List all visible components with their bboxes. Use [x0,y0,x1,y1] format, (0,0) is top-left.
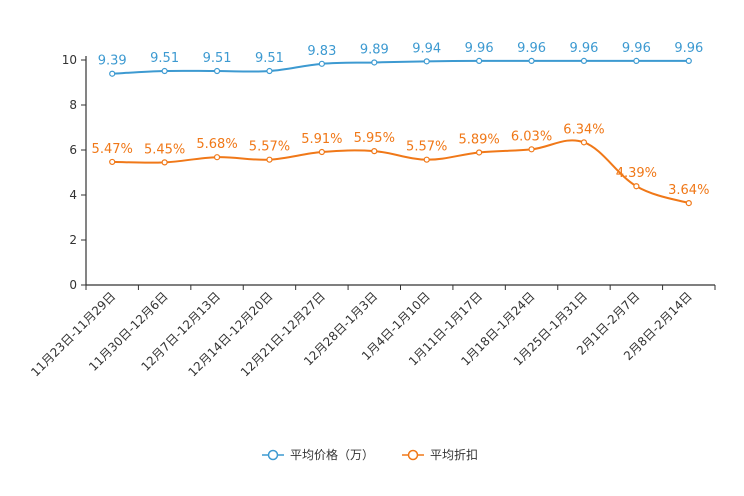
data-point[interactable] [213,67,221,75]
data-point[interactable] [266,67,273,75]
data-point[interactable] [528,57,535,65]
data-point[interactable] [633,183,640,190]
data-point[interactable] [423,156,430,163]
legend-item-1[interactable]: 平均折扣 [430,447,478,462]
data-label: 9.83 [307,44,336,59]
data-point[interactable] [161,67,168,75]
data-label: 9.96 [465,41,494,56]
data-label: 9.96 [622,41,651,56]
data-label: 9.96 [569,41,598,56]
series-line-0 [112,59,689,75]
data-point[interactable] [318,60,325,67]
data-label: 9.89 [360,42,389,57]
data-point[interactable] [371,59,378,66]
data-point[interactable] [318,148,325,156]
data-label: 5.47% [92,142,133,157]
data-label: 9.51 [255,51,284,66]
data-label: 5.57% [249,140,290,155]
y-tick-label: 4 [69,188,77,202]
data-point[interactable] [213,154,221,161]
series-line-1 [112,139,690,205]
x-tick-label: 11月23日-11月29日 [28,289,118,379]
data-label: 9.94 [412,41,441,56]
data-label: 5.45% [144,142,185,157]
data-label: 9.51 [150,51,179,66]
data-point[interactable] [109,70,116,77]
data-label: 5.91% [301,132,342,147]
data-point[interactable] [476,149,483,156]
data-point[interactable] [685,200,692,207]
y-tick-label: 2 [69,233,77,247]
data-point[interactable] [161,159,168,166]
legend-item-0[interactable]: 平均价格（万） [290,447,374,462]
data-point[interactable] [580,57,588,65]
y-tick-label: 6 [69,143,77,157]
legend-swatch-marker [407,449,419,461]
y-tick-label: 10 [62,53,77,67]
series-layer [109,57,692,207]
data-label: 9.51 [203,51,232,66]
data-label: 5.57% [406,140,447,155]
data-label: 5.68% [196,137,237,152]
data-label: 5.89% [458,132,499,147]
data-point[interactable] [528,146,535,153]
data-label: 6.34% [563,122,604,137]
legend: 平均价格（万） 平均折扣 [262,447,478,462]
data-label: 5.95% [354,131,395,146]
data-point[interactable] [423,58,430,65]
data-label: 9.39 [98,54,127,69]
y-tick-label: 8 [69,98,77,112]
data-point[interactable] [371,148,378,155]
data-point[interactable] [109,158,116,166]
data-label: 6.03% [511,129,552,144]
legend-swatch-marker [267,449,279,461]
data-point[interactable] [476,57,483,65]
data-point[interactable] [633,57,640,65]
y-tick-label: 0 [69,278,77,292]
axes: 024681011月23日-11月29日11月30日-12月6日12月7日-12… [28,53,716,379]
data-label: 9.96 [674,41,703,56]
data-point[interactable] [580,139,588,146]
data-point[interactable] [685,57,692,65]
data-label: 4.39% [616,166,657,181]
data-point[interactable] [266,156,273,163]
data-label: 3.64% [668,183,709,198]
data-labels: 9.39 9.51 9.51 9.51 9.83 9.89 9.94 9.96 9.96 9.96… [92,41,710,198]
data-label: 9.96 [517,41,546,56]
